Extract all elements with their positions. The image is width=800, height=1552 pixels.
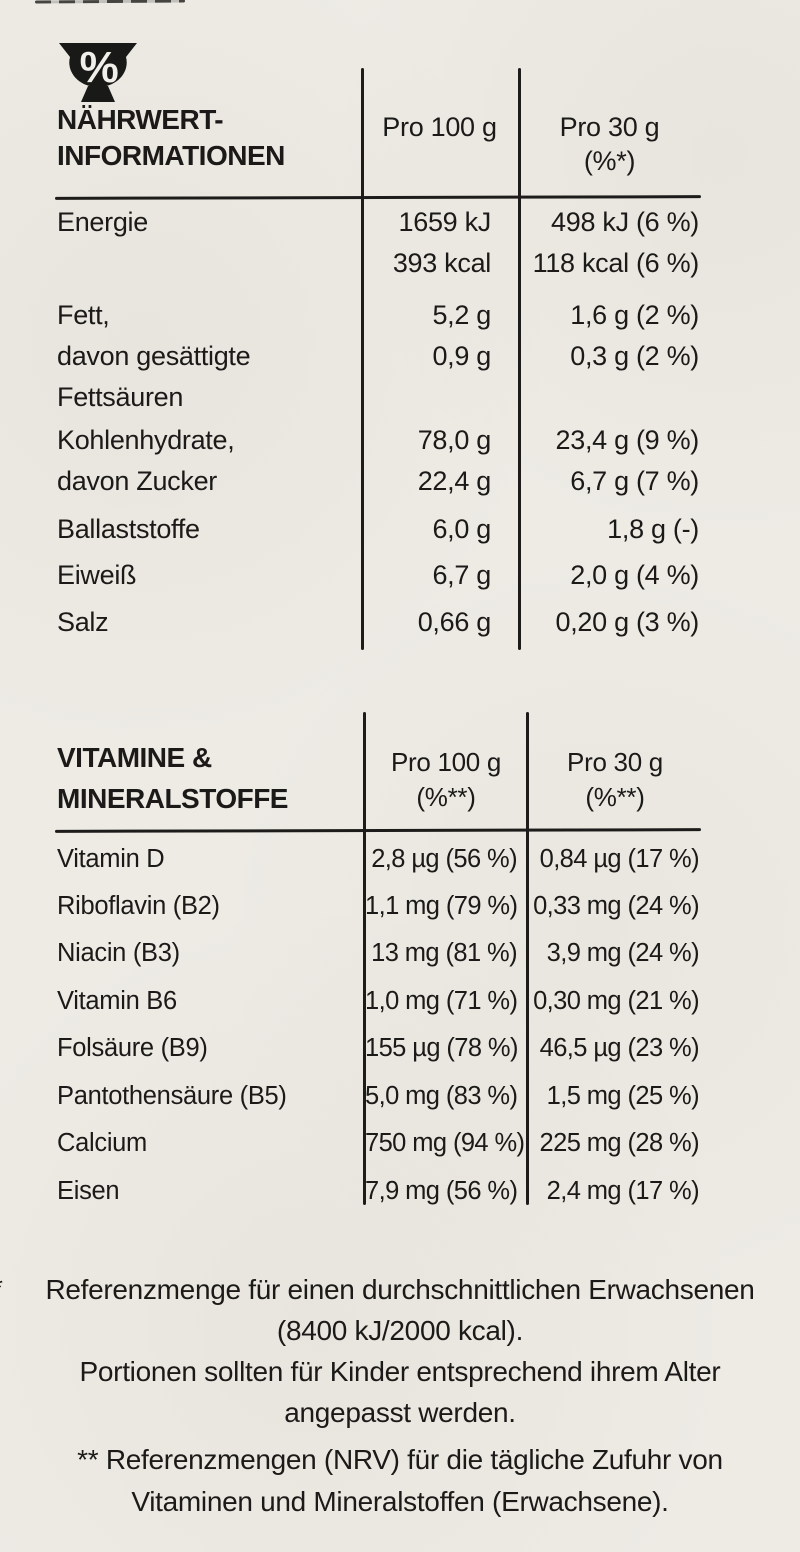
footnote2-line1: ** Referenzmengen (NRV) für die tägliche… — [77, 1444, 723, 1475]
vitamin-b6-per100g: 1,0 mg (71 %) — [365, 987, 518, 1015]
pantothensaeure-per30g: 1,5 mg (25 %) — [546, 1082, 700, 1110]
zucker-per30g: 6,7 g (7 %) — [570, 466, 699, 496]
salz-per100g: 0,66 g — [417, 607, 492, 637]
vit-col-header-per-100g: Pro 100 g — [390, 747, 502, 777]
kohlenhydrate-per100g: 78,0 g — [417, 425, 492, 455]
calcium-per100g: 750 mg (94 %) — [365, 1129, 525, 1157]
footnote1-asterisk: * — [0, 1272, 3, 1304]
riboflavin-per30g: 0,33 mg (24 %) — [533, 892, 700, 920]
row-label-eisen: Eisen — [57, 1177, 120, 1205]
row-label-fett-line2: davon gesättigte — [57, 341, 251, 371]
energie-per30g-kj: 498 kJ (6 %) — [551, 207, 699, 237]
niacin-per30g: 3,9 mg (24 %) — [546, 939, 700, 967]
vit-col-header-per-30g-pct: (%**) — [585, 782, 645, 812]
eiweiss-per30g: 2,0 g (4 %) — [570, 560, 699, 590]
row-label-fett-line3: Fettsäuren — [57, 382, 184, 412]
row-label-energie: Energie — [57, 207, 148, 237]
row-label-ballaststoffe: Ballaststoffe — [57, 514, 200, 544]
top-edge-print-artifact — [34, 0, 186, 4]
riboflavin-per100g: 1,1 mg (79 %) — [365, 892, 518, 920]
vitamin-d-per100g: 2,8 µg (56 %) — [371, 845, 517, 873]
col-header-per-100g: Pro 100 g — [382, 112, 497, 142]
row-label-salz: Salz — [57, 607, 109, 637]
footnote2-line2: Vitaminen und Mineralstoffen (Erwachsene… — [131, 1486, 669, 1517]
row-label-davon-zucker: davon Zucker — [57, 466, 217, 496]
fett-gesaettigt-per30g: 0,3 g (2 %) — [570, 341, 699, 371]
table1-header-rule — [54, 195, 702, 200]
folsaeure-per100g: 155 µg (78 %) — [365, 1034, 519, 1062]
fett-per100g: 5,2 g — [432, 300, 491, 330]
vitamin-d-per30g: 0,84 µg (17 %) — [539, 845, 700, 873]
table2-header-rule — [54, 828, 702, 833]
nutrition-table-title-line2: INFORMATIONEN — [57, 140, 285, 171]
footnote1-line2: (8400 kJ/2000 kcal). — [276, 1315, 524, 1346]
row-label-riboflavin: Riboflavin (B2) — [57, 892, 220, 920]
fett-gesaettigt-per100g: 0,9 g — [432, 341, 491, 371]
bowl-percent-icon: % — [56, 40, 140, 113]
zucker-per100g: 22,4 g — [417, 466, 492, 496]
vitamins-table-title-line2: MINERALSTOFFE — [57, 783, 288, 814]
vitamins-table-title-line1: VITAMINE & — [57, 742, 212, 773]
row-label-niacin: Niacin (B3) — [57, 939, 180, 967]
energie-per100g-kj: 1659 kJ — [398, 207, 492, 237]
calcium-per30g: 225 mg (28 %) — [539, 1129, 700, 1157]
vit-col-header-per-100g-pct: (%**) — [416, 782, 476, 812]
eisen-per100g: 7,9 mg (56 %) — [365, 1177, 518, 1205]
vit-col-header-per-30g: Pro 30 g — [567, 747, 663, 777]
ballaststoffe-per100g: 6,0 g — [432, 514, 491, 544]
table2-divider-right — [526, 712, 529, 1205]
fett-per30g: 1,6 g (2 %) — [570, 300, 699, 330]
niacin-per100g: 13 mg (81 %) — [371, 939, 517, 967]
row-label-pantothensaeure: Pantothensäure (B5) — [57, 1082, 287, 1110]
table1-divider-left — [361, 68, 364, 650]
nutrition-table-title-line1: NÄHRWERT- — [57, 104, 224, 135]
energie-per100g-kcal: 393 kcal — [392, 248, 491, 278]
table2-divider-left — [363, 712, 366, 1205]
row-label-calcium: Calcium — [57, 1129, 148, 1157]
col-header-per-30g: Pro 30 g — [559, 112, 660, 142]
row-label-folsaeure: Folsäure (B9) — [57, 1034, 208, 1062]
eisen-per30g: 2,4 mg (17 %) — [546, 1177, 700, 1205]
pantothensaeure-per100g: 5,0 mg (83 %) — [365, 1082, 518, 1110]
salz-per30g: 0,20 g (3 %) — [555, 607, 700, 637]
row-label-eiweiss: Eiweiß — [57, 560, 137, 590]
ballaststoffe-per30g: 1,8 g (-) — [607, 514, 699, 544]
footnote1-line4: angepasst werden. — [284, 1397, 516, 1428]
kohlenhydrate-per30g: 23,4 g (9 %) — [555, 425, 700, 455]
row-label-kohlenhydrate: Kohlenhydrate, — [57, 425, 235, 455]
eiweiss-per100g: 6,7 g — [432, 560, 491, 590]
svg-text:%: % — [80, 43, 119, 92]
col-header-per-30g-pct: (%*) — [583, 146, 636, 176]
row-label-vitamin-b6: Vitamin B6 — [57, 987, 177, 1015]
energie-per30g-kcal: 118 kcal (6 %) — [532, 248, 700, 278]
folsaeure-per30g: 46,5 µg (23 %) — [539, 1034, 700, 1062]
footnote1-line3: Portionen sollten für Kinder entsprechen… — [79, 1356, 721, 1387]
row-label-vitamin-d: Vitamin D — [57, 845, 165, 873]
footnote1-line1: Referenzmenge für einen durchschnittlich… — [45, 1274, 755, 1305]
vitamin-b6-per30g: 0,30 mg (21 %) — [533, 987, 700, 1015]
row-label-fett: Fett, — [57, 300, 110, 330]
table1-divider-right — [518, 68, 521, 650]
